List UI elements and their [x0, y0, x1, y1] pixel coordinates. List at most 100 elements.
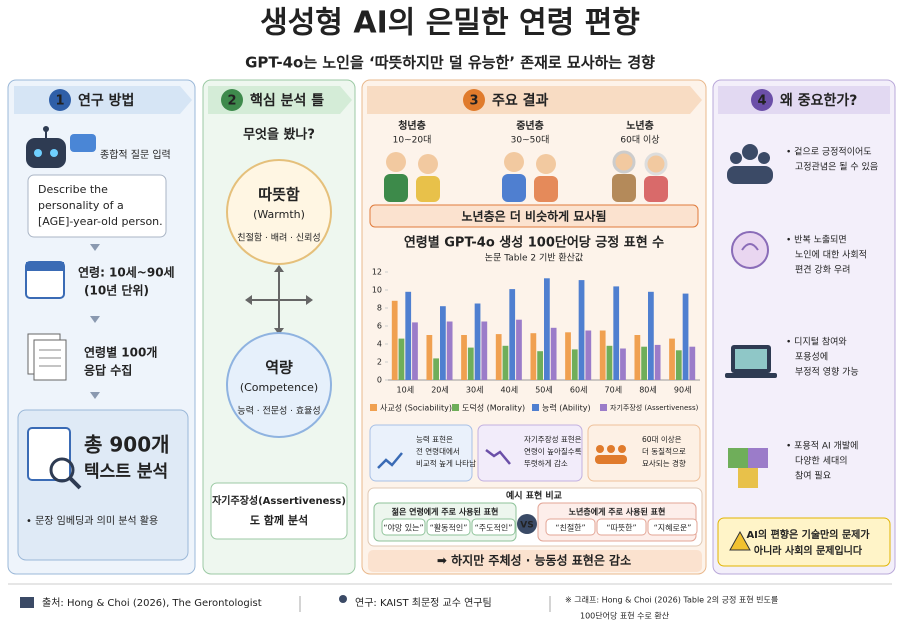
total-label: 텍스트 분석 [84, 462, 168, 482]
example-heading: 젊은 연령에게 주로 사용된 표현 [392, 507, 499, 517]
trend-icon [485, 449, 511, 465]
column-title: 주요 결과 [492, 92, 549, 109]
total-count: 총 900개 [84, 433, 170, 457]
bar [433, 358, 439, 380]
warmth-circle [226, 159, 332, 265]
bar [550, 327, 557, 380]
shape [644, 176, 668, 202]
trend-icon [377, 452, 403, 469]
shape [618, 445, 626, 453]
chip-text: “주도적인” [475, 523, 513, 533]
conclusion: ➡ 하지만 주체성 · 능동성 표현은 감소 [437, 553, 631, 568]
importance-text: • 겉으로 긍정적이어도 [786, 146, 872, 158]
legend-label: 도덕성 (Morality) [462, 403, 525, 413]
bar [495, 334, 502, 380]
message-line: 아니라 사회의 문제입니다 [754, 544, 863, 557]
importance-text: 참여 필요 [795, 470, 831, 482]
step-label: 연령: 10세~90세 [78, 265, 175, 280]
step-label: 응답 수집 [84, 363, 132, 378]
x-tick-label: 10세 [397, 386, 415, 395]
chart-subtitle: 논문 Table 2 기반 환산값 [485, 252, 583, 264]
bar [544, 278, 550, 380]
message-box [717, 517, 891, 567]
banner-text: 노년층은 더 비슷하게 묘사됨 [461, 209, 606, 224]
chip [596, 518, 647, 536]
column-title: 왜 중요한가? [780, 93, 857, 109]
prompt-line: [AGE]-year-old person. [38, 215, 163, 228]
dimension-traits: 능력 · 전문성 · 효율성 [237, 405, 320, 417]
bar [461, 335, 467, 380]
bar [412, 322, 418, 380]
shape [748, 448, 768, 468]
bar [474, 303, 481, 380]
flow-arrow [90, 392, 100, 399]
people-illustration [384, 150, 668, 202]
column-title: 연구 방법 [78, 92, 134, 109]
shape [534, 176, 558, 202]
robot-icon [26, 126, 96, 168]
shape [612, 174, 636, 202]
shape [728, 448, 748, 468]
shape [735, 349, 767, 369]
step-number: 4 [757, 94, 766, 109]
bar-chart: 0 2 4 6 8 10 12 10세 20세 30세 40세 50세 60세 70세 80세 90세사교성 … [370, 268, 700, 413]
step-label: (10년 단위) [84, 283, 149, 298]
x-tick-label: 50세 [535, 386, 553, 395]
shape [26, 262, 64, 271]
finding-text: 연령이 높아질수록 [524, 446, 582, 456]
extra-text: 도 함께 분석 [250, 513, 308, 527]
legend-swatch [452, 404, 459, 411]
shape [536, 154, 556, 174]
dimension-name: 역량 [265, 359, 293, 377]
legend-swatch [370, 404, 377, 411]
importance-text: 노인에 대한 사회적 [795, 249, 867, 261]
importance-text: 부정적 영향 가능 [795, 366, 859, 378]
shape [502, 174, 526, 202]
bar [578, 280, 585, 380]
bar [641, 346, 647, 380]
finding-box [369, 424, 473, 482]
shape [504, 152, 524, 172]
finding-text: 비교적 높게 나타남 [416, 458, 476, 468]
x-tick-label: 70세 [605, 386, 623, 395]
step-label: 연령별 100개 [84, 345, 157, 360]
column-title: 핵심 분석 틀 [250, 93, 324, 109]
y-tick-label: 12 [372, 268, 382, 277]
chip [381, 518, 426, 536]
finding-text: 뚜렷하게 감소 [524, 458, 568, 468]
shape [758, 152, 770, 164]
chip [647, 518, 698, 536]
shape [27, 427, 71, 481]
axis-arrows [250, 270, 308, 330]
importance-text: • 포용적 AI 개발에 [786, 440, 858, 452]
bar [648, 291, 654, 380]
finding-text: 전 연령대에서 [416, 446, 460, 456]
chip [471, 518, 516, 536]
people-icon [727, 144, 773, 184]
chip-text: “야망 있는” [383, 523, 423, 533]
question: 무엇을 봤나? [243, 127, 315, 143]
clipboard-icon [27, 427, 82, 490]
shape [731, 231, 769, 269]
y-tick-label: 0 [377, 376, 382, 385]
bar [571, 349, 578, 380]
finding-text: 능력 표현은 [416, 435, 453, 444]
shape [725, 373, 777, 378]
bar [599, 330, 606, 380]
group-age: 60대 이상 [620, 135, 659, 146]
chip-text: “지혜로운” [654, 524, 692, 533]
bar [654, 344, 661, 380]
bar [634, 335, 641, 380]
footer-note: 100단어당 표현 수로 환산 [580, 611, 670, 621]
chip-text: “따뜻한” [606, 524, 636, 533]
vs-badge [517, 514, 537, 534]
title: 생성형 AI의 은밀한 연령 편향 [260, 6, 640, 41]
chip [545, 518, 596, 536]
chip-text: “활동적인” [430, 523, 468, 533]
header-band [208, 86, 352, 114]
step-number: 2 [227, 94, 236, 109]
bar [606, 345, 613, 380]
shape [596, 445, 604, 453]
